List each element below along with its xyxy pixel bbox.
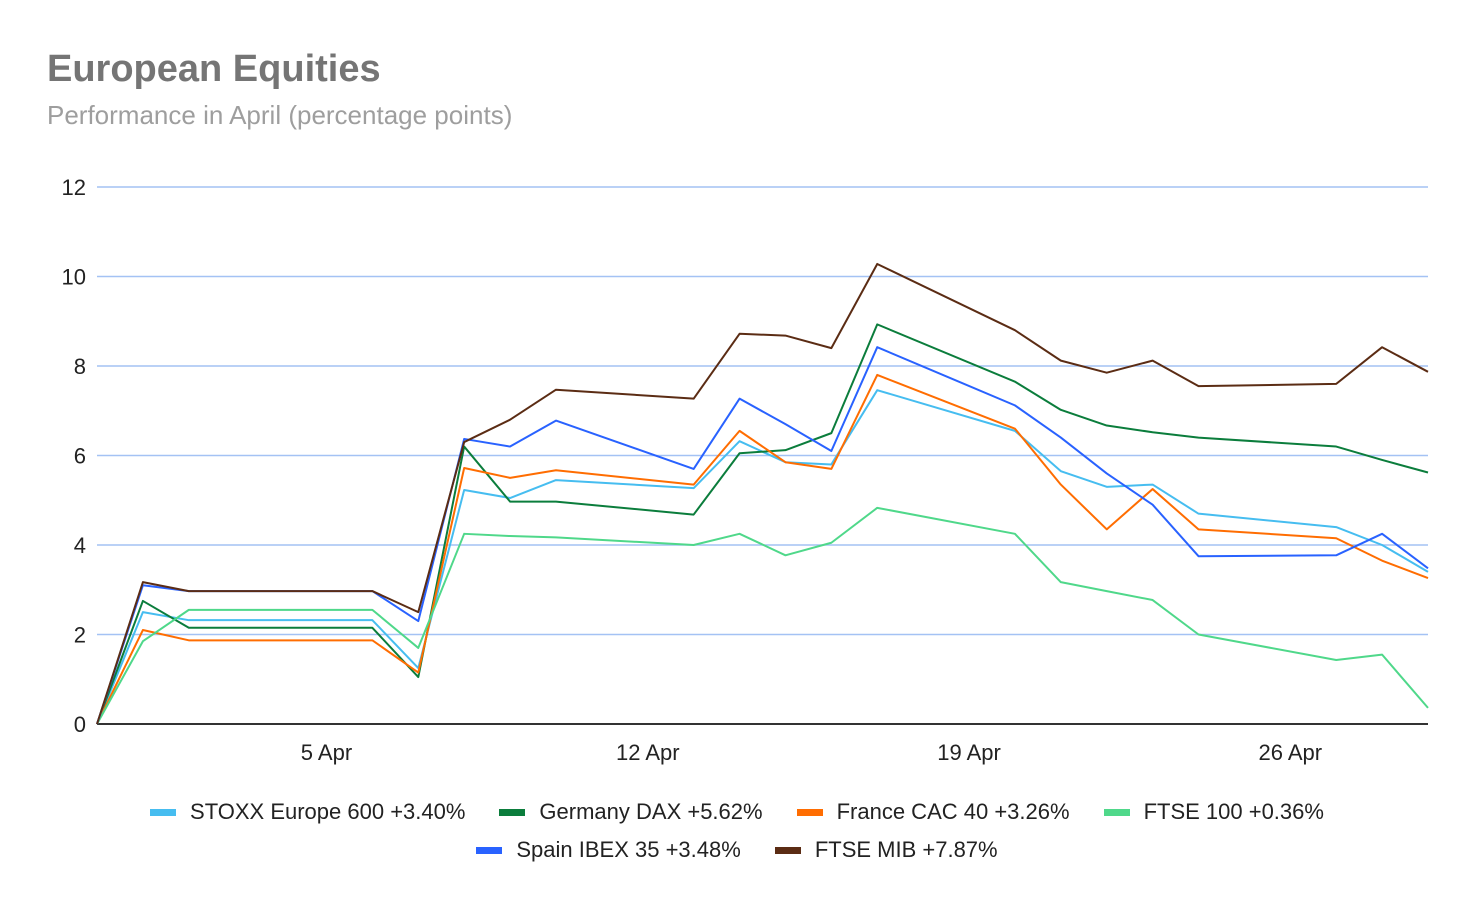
legend-swatch-icon xyxy=(150,808,177,816)
series-line-2 xyxy=(96,373,1429,725)
legend-item[interactable]: STOXX Europe 600 +3.40% xyxy=(150,799,465,825)
legend-item[interactable]: FTSE 100 +0.36% xyxy=(1103,799,1324,825)
series-line-3 xyxy=(96,506,1429,725)
legend-swatch-icon xyxy=(774,846,801,854)
y-tick-label: 8 xyxy=(74,354,86,379)
legend-item[interactable]: FTSE MIB +7.87% xyxy=(774,837,998,863)
legend-label: Spain IBEX 35 +3.48% xyxy=(516,837,741,862)
legend-swatch-icon xyxy=(499,808,526,816)
y-tick-label: 4 xyxy=(74,533,86,558)
legend-label: FTSE 100 +0.36% xyxy=(1143,799,1324,824)
chart-subtitle: Performance in April (percentage points) xyxy=(47,100,513,130)
legend-swatch-icon xyxy=(476,846,503,854)
y-tick-label: 12 xyxy=(62,175,86,200)
legend-label: Germany DAX +5.62% xyxy=(539,799,763,824)
legend-label: FTSE MIB +7.87% xyxy=(814,837,998,862)
chart-title: European Equities xyxy=(47,48,381,90)
legend-row: Spain IBEX 35 +3.48% FTSE MIB +7.87% xyxy=(0,837,1474,863)
legend-item[interactable]: France CAC 40 +3.26% xyxy=(796,799,1070,825)
y-tick-label: 0 xyxy=(74,712,86,737)
legend-row: STOXX Europe 600 +3.40% Germany DAX +5.62… xyxy=(0,799,1474,825)
x-tick-label: 5 Apr xyxy=(301,740,352,765)
legend-swatch-icon xyxy=(1103,808,1130,816)
series-line-4 xyxy=(96,346,1429,725)
x-tick-label: 12 Apr xyxy=(616,740,680,765)
legend-item[interactable]: Germany DAX +5.62% xyxy=(499,799,763,825)
y-tick-label: 10 xyxy=(62,265,86,290)
series-line-5 xyxy=(96,262,1429,725)
legend-swatch-icon xyxy=(796,808,823,816)
series-line-1 xyxy=(96,323,1429,725)
legend-label: STOXX Europe 600 +3.40% xyxy=(190,799,466,824)
x-tick-label: 19 Apr xyxy=(937,740,1001,765)
legend-item[interactable]: Spain IBEX 35 +3.48% xyxy=(476,837,741,863)
legend-label: France CAC 40 +3.26% xyxy=(836,799,1070,824)
x-tick-label: 26 Apr xyxy=(1259,740,1323,765)
y-tick-label: 2 xyxy=(74,623,86,648)
y-tick-label: 6 xyxy=(74,444,86,469)
